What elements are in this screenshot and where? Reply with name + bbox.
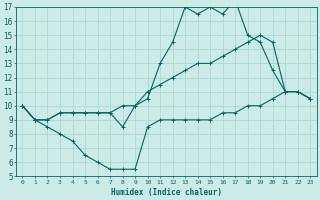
X-axis label: Humidex (Indice chaleur): Humidex (Indice chaleur): [111, 188, 222, 197]
